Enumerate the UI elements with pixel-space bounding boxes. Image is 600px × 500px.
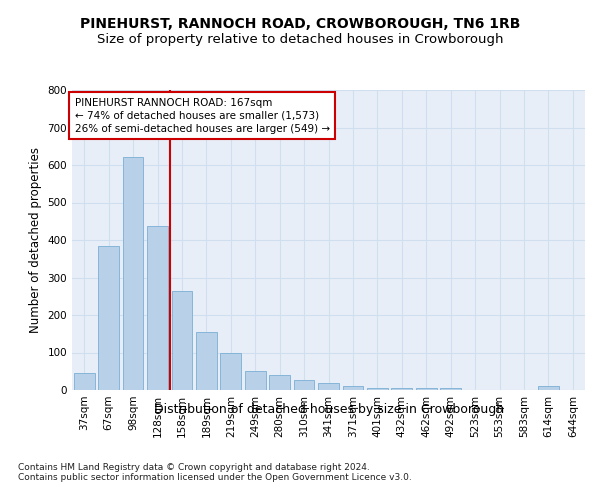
- Bar: [538, 386, 559, 390]
- Bar: [74, 373, 95, 390]
- Bar: [269, 375, 290, 390]
- Bar: [416, 388, 437, 390]
- Bar: [220, 352, 241, 390]
- Text: Contains HM Land Registry data © Crown copyright and database right 2024.
Contai: Contains HM Land Registry data © Crown c…: [18, 462, 412, 482]
- Bar: [122, 157, 143, 390]
- Text: Size of property relative to detached houses in Crowborough: Size of property relative to detached ho…: [97, 32, 503, 46]
- Bar: [147, 226, 168, 390]
- Bar: [343, 386, 364, 390]
- Bar: [367, 388, 388, 390]
- Bar: [245, 370, 266, 390]
- Bar: [391, 388, 412, 390]
- Y-axis label: Number of detached properties: Number of detached properties: [29, 147, 42, 333]
- Bar: [172, 290, 193, 390]
- Bar: [196, 332, 217, 390]
- Text: Distribution of detached houses by size in Crowborough: Distribution of detached houses by size …: [154, 402, 504, 415]
- Text: PINEHURST, RANNOCH ROAD, CROWBOROUGH, TN6 1RB: PINEHURST, RANNOCH ROAD, CROWBOROUGH, TN…: [80, 18, 520, 32]
- Bar: [440, 388, 461, 390]
- Bar: [293, 380, 314, 390]
- Bar: [98, 246, 119, 390]
- Bar: [318, 383, 339, 390]
- Text: PINEHURST RANNOCH ROAD: 167sqm
← 74% of detached houses are smaller (1,573)
26% : PINEHURST RANNOCH ROAD: 167sqm ← 74% of …: [74, 98, 329, 134]
